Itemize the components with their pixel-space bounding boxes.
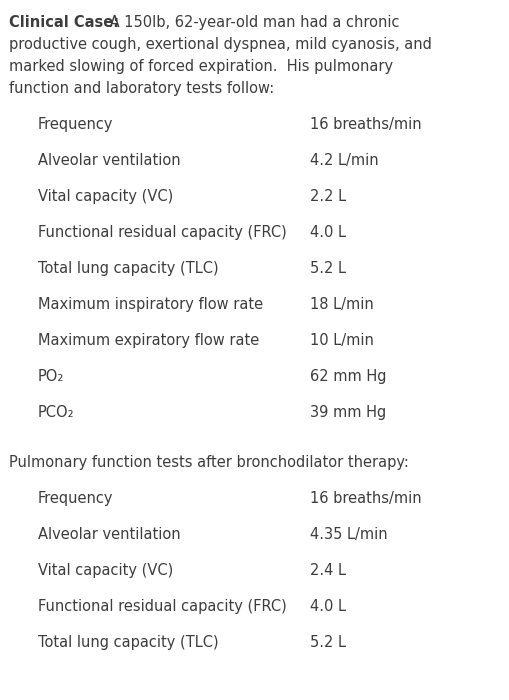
Text: Frequency: Frequency [38,117,114,132]
Text: 62 mm Hg: 62 mm Hg [310,369,386,384]
Text: Maximum inspiratory flow rate: Maximum inspiratory flow rate [38,297,263,312]
Text: 4.0 L: 4.0 L [310,599,346,614]
Text: Alveolar ventilation: Alveolar ventilation [38,153,181,168]
Text: 4.35 L/min: 4.35 L/min [310,527,388,542]
Text: 16 breaths/min: 16 breaths/min [310,491,421,506]
Text: 4.0 L: 4.0 L [310,225,346,240]
Text: Total lung capacity (TLC): Total lung capacity (TLC) [38,635,219,650]
Text: marked slowing of forced expiration.  His pulmonary: marked slowing of forced expiration. His… [9,59,393,74]
Text: 5.2 L: 5.2 L [310,635,346,650]
Text: Maximum expiratory flow rate: Maximum expiratory flow rate [38,333,259,348]
Text: 2.4 L: 2.4 L [310,563,346,578]
Text: 5.2 L: 5.2 L [310,261,346,276]
Text: PO₂: PO₂ [38,369,64,384]
Text: 18 L/min: 18 L/min [310,297,374,312]
Text: Total lung capacity (TLC): Total lung capacity (TLC) [38,261,219,276]
Text: PCO₂: PCO₂ [38,405,75,420]
Text: 2.2 L: 2.2 L [310,189,346,204]
Text: Alveolar ventilation: Alveolar ventilation [38,527,181,542]
Text: Vital capacity (VC): Vital capacity (VC) [38,563,173,578]
Text: Frequency: Frequency [38,491,114,506]
Text: 4.2 L/min: 4.2 L/min [310,153,379,168]
Text: Clinical Case:: Clinical Case: [9,15,119,30]
Text: A 150lb, 62-year-old man had a chronic: A 150lb, 62-year-old man had a chronic [105,15,400,30]
Text: Functional residual capacity (FRC): Functional residual capacity (FRC) [38,225,287,240]
Text: Vital capacity (VC): Vital capacity (VC) [38,189,173,204]
Text: 16 breaths/min: 16 breaths/min [310,117,421,132]
Text: productive cough, exertional dyspnea, mild cyanosis, and: productive cough, exertional dyspnea, mi… [9,37,432,52]
Text: Pulmonary function tests after bronchodilator therapy:: Pulmonary function tests after bronchodi… [9,455,409,470]
Text: 10 L/min: 10 L/min [310,333,374,348]
Text: 39 mm Hg: 39 mm Hg [310,405,386,420]
Text: Functional residual capacity (FRC): Functional residual capacity (FRC) [38,599,287,614]
Text: function and laboratory tests follow:: function and laboratory tests follow: [9,81,274,96]
